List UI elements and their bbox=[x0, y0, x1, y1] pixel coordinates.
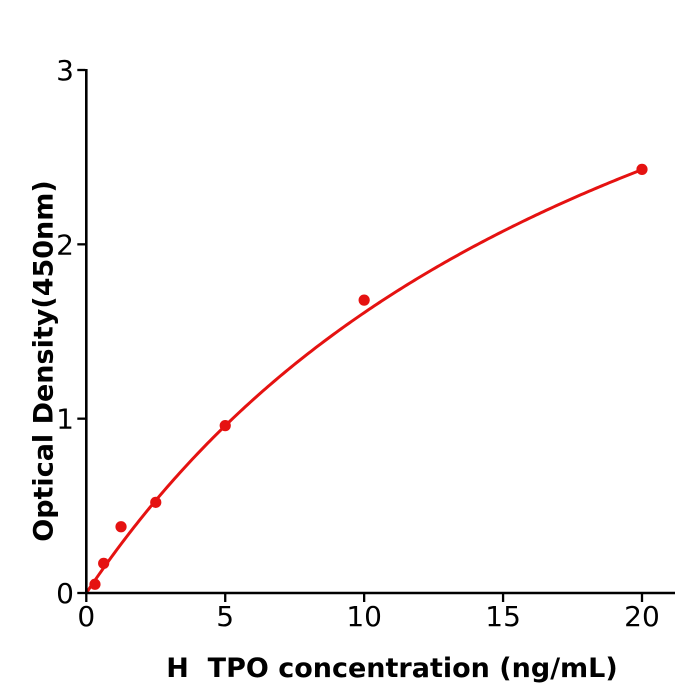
data-point bbox=[115, 521, 127, 533]
data-point bbox=[636, 163, 648, 175]
data-point bbox=[89, 578, 101, 590]
x-tick-label: 0 bbox=[77, 600, 95, 633]
x-axis-title: H TPO concentration (ng/mL) bbox=[166, 653, 618, 684]
x-tick-label: 10 bbox=[346, 600, 382, 633]
y-axis-title: Optical Density(450nm) bbox=[28, 180, 60, 542]
x-tick-label: 5 bbox=[216, 600, 234, 633]
fit-curve bbox=[84, 168, 644, 595]
data-point bbox=[358, 294, 370, 306]
data-point bbox=[150, 496, 162, 508]
y-tick-label: 1 bbox=[56, 403, 74, 436]
x-tick-label: 15 bbox=[485, 600, 521, 633]
data-point bbox=[98, 557, 110, 569]
x-tick-label: 20 bbox=[624, 600, 660, 633]
y-tick-label: 2 bbox=[56, 228, 74, 261]
y-tick-label: 3 bbox=[56, 54, 74, 87]
axis-spines bbox=[85, 69, 675, 595]
data-point bbox=[219, 420, 231, 432]
y-tick-label: 0 bbox=[56, 577, 74, 610]
